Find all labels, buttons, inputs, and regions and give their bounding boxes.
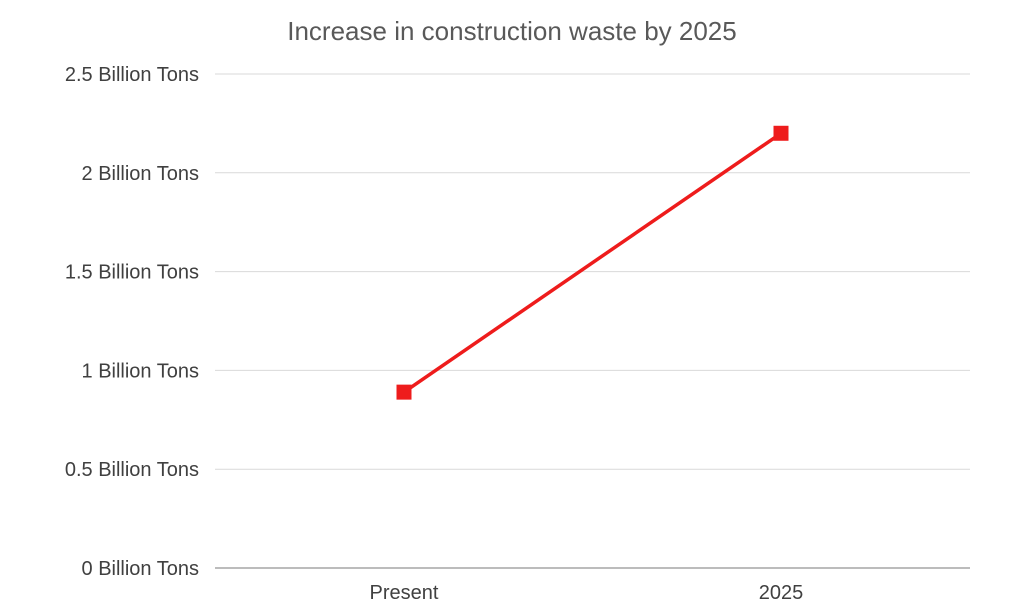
y-tick-label: 2 Billion Tons xyxy=(82,163,199,185)
chart-title: Increase in construction waste by 2025 xyxy=(287,16,736,46)
y-tick-label: 0 Billion Tons xyxy=(82,558,199,580)
series-line xyxy=(402,131,783,394)
x-tick-label: Present xyxy=(370,582,439,604)
y-tick-labels: 0 Billion Tons 0.5 Billion Tons 1 Billion … xyxy=(65,64,199,580)
data-point-marker xyxy=(396,384,412,400)
x-tick-label: 2025 xyxy=(759,582,804,604)
series-layer xyxy=(396,125,789,400)
gridlines xyxy=(215,73,970,470)
y-tick-label: 0.5 Billion Tons xyxy=(65,459,199,481)
x-tick-labels: Present 2025 xyxy=(370,582,804,604)
y-tick-label: 1.5 Billion Tons xyxy=(65,262,199,284)
data-point-marker xyxy=(773,125,789,141)
y-tick-label: 2.5 Billion Tons xyxy=(65,64,199,86)
y-tick-label: 1 Billion Tons xyxy=(82,360,199,382)
